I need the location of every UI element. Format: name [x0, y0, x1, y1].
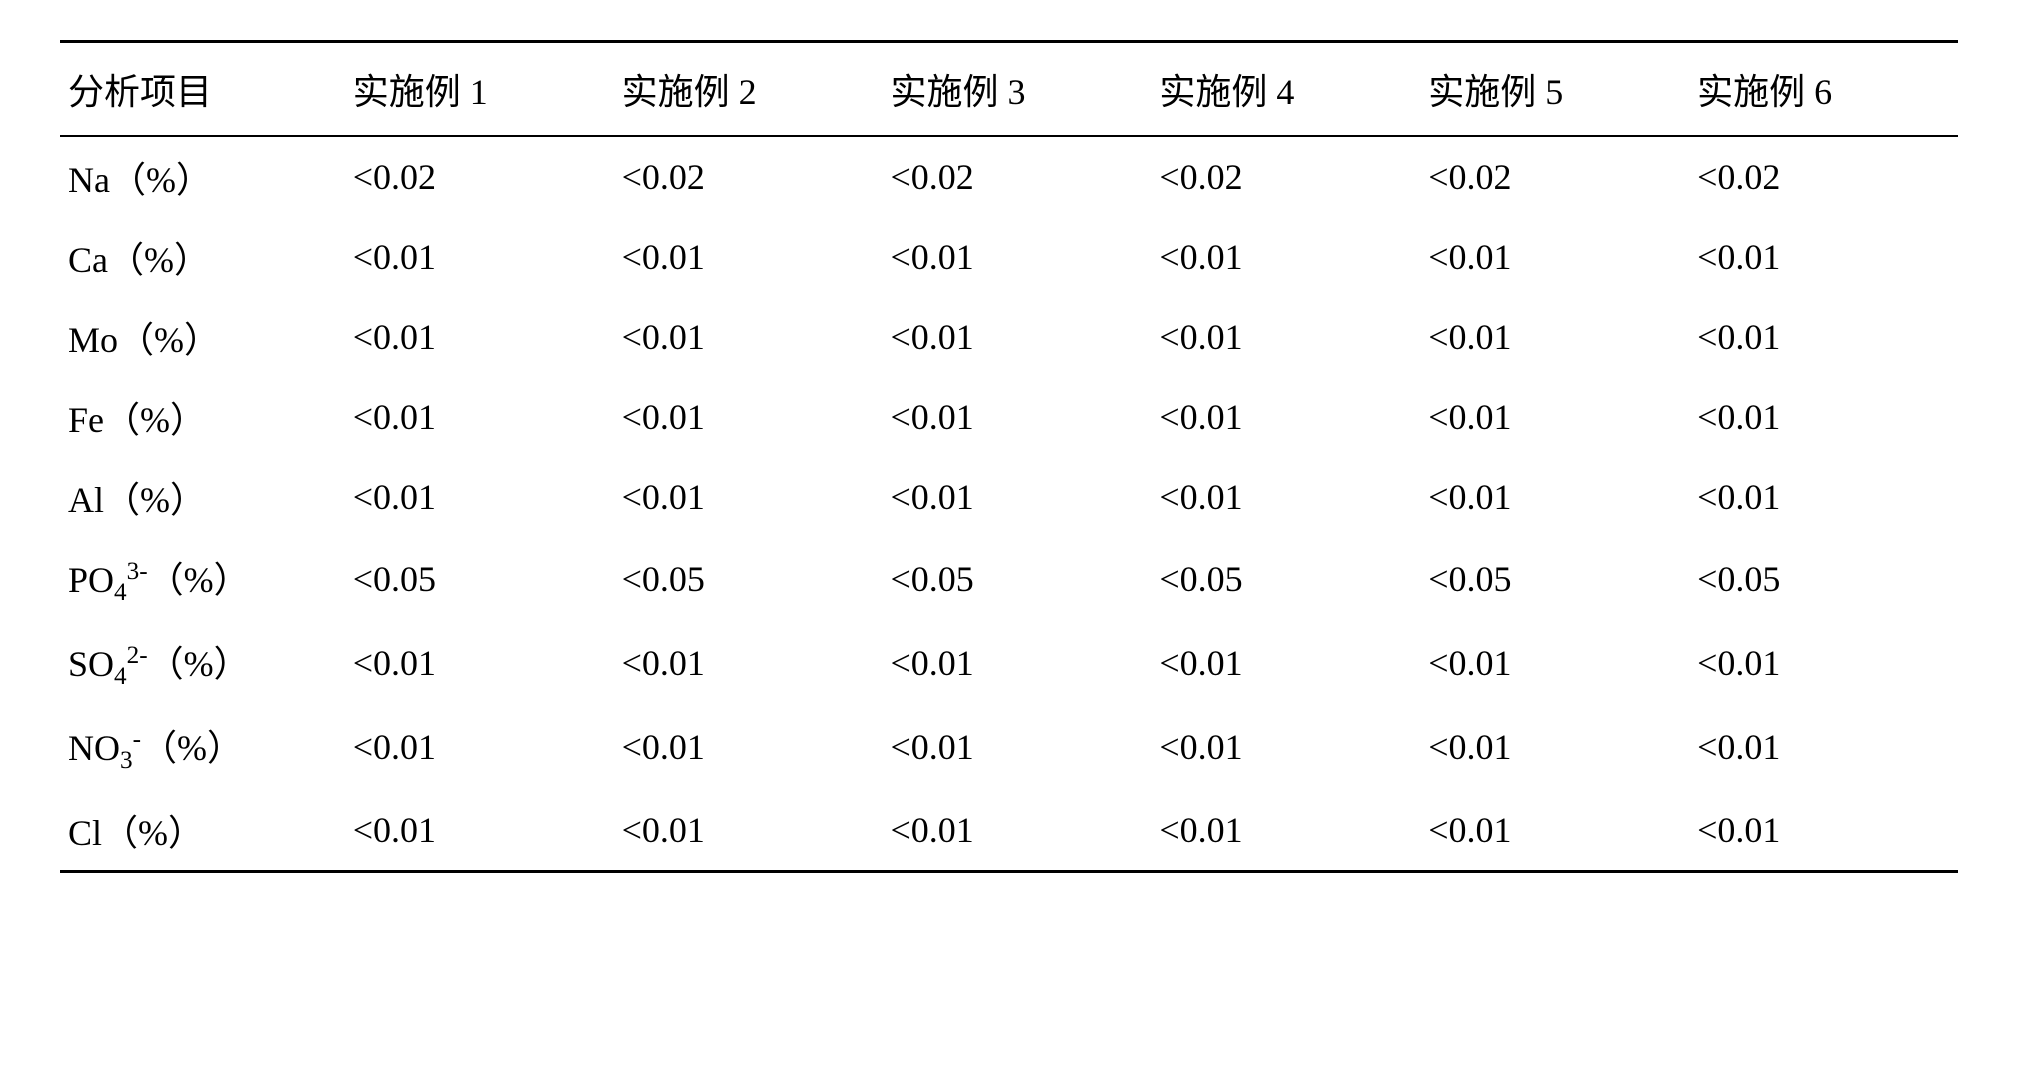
cell-value: <0.01	[614, 790, 883, 872]
cell-value: <0.01	[345, 297, 614, 377]
col-header-ex6: 实施例 6	[1689, 42, 1958, 137]
row-label: Cl（%）	[60, 790, 345, 872]
cell-value: <0.05	[614, 537, 883, 621]
cell-value: <0.01	[1689, 457, 1958, 537]
cell-value: <0.01	[1689, 790, 1958, 872]
cell-value: <0.01	[1151, 377, 1420, 457]
analysis-table: 分析项目 实施例 1 实施例 2 实施例 3 实施例 4 实施例 5 实施例 6…	[60, 40, 1958, 873]
cell-value: <0.01	[345, 705, 614, 789]
cell-value: <0.05	[345, 537, 614, 621]
cell-value: <0.01	[1151, 297, 1420, 377]
col-header-ex5: 实施例 5	[1420, 42, 1689, 137]
col-header-ex4: 实施例 4	[1151, 42, 1420, 137]
cell-value: <0.01	[345, 621, 614, 705]
cell-value: <0.01	[882, 705, 1151, 789]
cell-value: <0.01	[1689, 377, 1958, 457]
cell-value: <0.01	[882, 297, 1151, 377]
table-row: NO3-（%）<0.01<0.01<0.01<0.01<0.01<0.01	[60, 705, 1958, 789]
table-row: Al（%）<0.01<0.01<0.01<0.01<0.01<0.01	[60, 457, 1958, 537]
cell-value: <0.01	[882, 790, 1151, 872]
cell-value: <0.01	[345, 377, 614, 457]
cell-value: <0.01	[882, 377, 1151, 457]
cell-value: <0.01	[614, 621, 883, 705]
cell-value: <0.01	[614, 705, 883, 789]
cell-value: <0.01	[882, 217, 1151, 297]
cell-value: <0.01	[1151, 790, 1420, 872]
cell-value: <0.01	[1689, 217, 1958, 297]
table-row: Na（%）<0.02<0.02<0.02<0.02<0.02<0.02	[60, 136, 1958, 217]
cell-value: <0.05	[882, 537, 1151, 621]
row-label: SO42-（%）	[60, 621, 345, 705]
cell-value: <0.02	[345, 136, 614, 217]
cell-value: <0.01	[882, 621, 1151, 705]
table-row: PO43-（%）<0.05<0.05<0.05<0.05<0.05<0.05	[60, 537, 1958, 621]
cell-value: <0.01	[614, 297, 883, 377]
cell-value: <0.05	[1689, 537, 1958, 621]
cell-value: <0.02	[1151, 136, 1420, 217]
cell-value: <0.02	[1420, 136, 1689, 217]
col-header-ex2: 实施例 2	[614, 42, 883, 137]
table-header-row: 分析项目 实施例 1 实施例 2 实施例 3 实施例 4 实施例 5 实施例 6	[60, 42, 1958, 137]
row-label: Ca（%）	[60, 217, 345, 297]
cell-value: <0.02	[1689, 136, 1958, 217]
cell-value: <0.02	[614, 136, 883, 217]
cell-value: <0.05	[1151, 537, 1420, 621]
table-row: SO42-（%）<0.01<0.01<0.01<0.01<0.01<0.01	[60, 621, 1958, 705]
cell-value: <0.01	[1689, 621, 1958, 705]
cell-value: <0.01	[1151, 705, 1420, 789]
cell-value: <0.01	[614, 217, 883, 297]
row-label: Al（%）	[60, 457, 345, 537]
table-row: Ca（%）<0.01<0.01<0.01<0.01<0.01<0.01	[60, 217, 1958, 297]
row-label: NO3-（%）	[60, 705, 345, 789]
table-row: Cl（%）<0.01<0.01<0.01<0.01<0.01<0.01	[60, 790, 1958, 872]
row-label: PO43-（%）	[60, 537, 345, 621]
cell-value: <0.01	[1420, 621, 1689, 705]
cell-value: <0.01	[1151, 621, 1420, 705]
cell-value: <0.01	[614, 457, 883, 537]
cell-value: <0.01	[1420, 217, 1689, 297]
cell-value: <0.01	[1420, 705, 1689, 789]
row-label: Mo（%）	[60, 297, 345, 377]
cell-value: <0.02	[882, 136, 1151, 217]
cell-value: <0.01	[1420, 457, 1689, 537]
cell-value: <0.01	[1689, 297, 1958, 377]
cell-value: <0.01	[1151, 457, 1420, 537]
cell-value: <0.01	[345, 790, 614, 872]
col-header-ex3: 实施例 3	[882, 42, 1151, 137]
col-header-item: 分析项目	[60, 42, 345, 137]
cell-value: <0.01	[1689, 705, 1958, 789]
table-row: Mo（%）<0.01<0.01<0.01<0.01<0.01<0.01	[60, 297, 1958, 377]
cell-value: <0.01	[614, 377, 883, 457]
cell-value: <0.01	[882, 457, 1151, 537]
cell-value: <0.01	[1420, 297, 1689, 377]
cell-value: <0.01	[345, 457, 614, 537]
cell-value: <0.05	[1420, 537, 1689, 621]
table-body: Na（%）<0.02<0.02<0.02<0.02<0.02<0.02Ca（%）…	[60, 136, 1958, 871]
table-row: Fe（%）<0.01<0.01<0.01<0.01<0.01<0.01	[60, 377, 1958, 457]
cell-value: <0.01	[1151, 217, 1420, 297]
cell-value: <0.01	[1420, 790, 1689, 872]
col-header-ex1: 实施例 1	[345, 42, 614, 137]
row-label: Fe（%）	[60, 377, 345, 457]
row-label: Na（%）	[60, 136, 345, 217]
cell-value: <0.01	[1420, 377, 1689, 457]
cell-value: <0.01	[345, 217, 614, 297]
